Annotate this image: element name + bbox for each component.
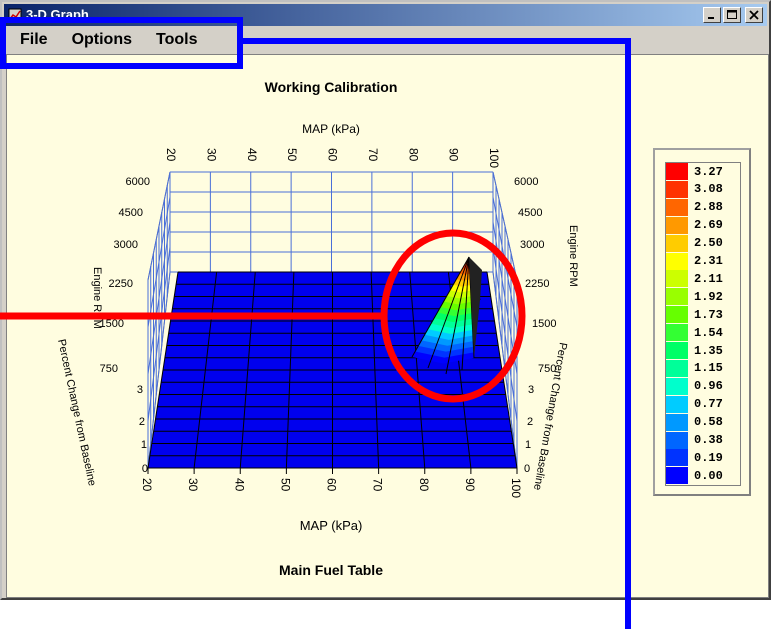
legend-swatch bbox=[666, 234, 688, 252]
legend-value: 1.15 bbox=[694, 361, 723, 376]
legend-value: 2.88 bbox=[694, 200, 723, 215]
legend-entry: 0.00 bbox=[666, 467, 740, 485]
graph-app-icon bbox=[8, 8, 22, 22]
legend-entry: 2.88 bbox=[666, 198, 740, 216]
minimize-icon bbox=[708, 17, 714, 19]
title-bar[interactable]: 3-D Graph bbox=[4, 4, 767, 26]
maximize-icon bbox=[727, 10, 737, 19]
legend-value: 1.73 bbox=[694, 307, 723, 322]
legend-value: 1.92 bbox=[694, 289, 723, 304]
legend-swatch bbox=[666, 163, 688, 180]
legend-swatch bbox=[666, 198, 688, 216]
menu-tools[interactable]: Tools bbox=[156, 31, 198, 48]
maximize-button[interactable] bbox=[723, 7, 741, 23]
legend-entry: 0.96 bbox=[666, 377, 740, 395]
legend-entry: 0.38 bbox=[666, 431, 740, 449]
legend-entry: 0.77 bbox=[666, 395, 740, 413]
legend-value: 2.11 bbox=[694, 271, 723, 286]
legend-swatch bbox=[666, 324, 688, 342]
legend-swatch bbox=[666, 288, 688, 306]
legend-value: 3.27 bbox=[694, 164, 723, 179]
legend-entry: 3.27 bbox=[666, 163, 740, 180]
legend-swatch bbox=[666, 342, 688, 359]
legend-entry: 1.35 bbox=[666, 342, 740, 359]
legend-value: 2.69 bbox=[694, 218, 723, 233]
legend-swatch bbox=[666, 180, 688, 198]
window-title: 3-D Graph bbox=[26, 7, 89, 22]
legend-value: 2.50 bbox=[694, 236, 723, 251]
legend-swatch bbox=[666, 252, 688, 270]
color-legend: 3.27 3.08 2.88 2.69 2.50 2.31 2.11 1.92 1.73 1.54… bbox=[653, 148, 751, 496]
legend-entry: 0.19 bbox=[666, 449, 740, 467]
legend-value: 0.58 bbox=[694, 415, 723, 430]
legend-entry: 1.54 bbox=[666, 324, 740, 342]
legend-value: 3.08 bbox=[694, 182, 723, 197]
legend-value: 2.31 bbox=[694, 254, 723, 268]
legend-swatch bbox=[666, 395, 688, 413]
legend-entry: 1.73 bbox=[666, 306, 740, 324]
legend-swatch bbox=[666, 306, 688, 324]
legend-swatch bbox=[666, 359, 688, 377]
legend-swatch bbox=[666, 413, 688, 431]
legend-value: 1.35 bbox=[694, 343, 723, 358]
legend-entry: 2.50 bbox=[666, 234, 740, 252]
legend-value: 0.77 bbox=[694, 397, 723, 412]
legend-swatch bbox=[666, 216, 688, 234]
legend-swatch bbox=[666, 449, 688, 467]
legend-swatch bbox=[666, 467, 688, 485]
legend-swatch bbox=[666, 431, 688, 449]
legend-entry: 2.31 bbox=[666, 252, 740, 270]
minimize-button[interactable] bbox=[703, 7, 721, 23]
legend-value: 0.96 bbox=[694, 379, 723, 394]
menu-file[interactable]: File bbox=[20, 31, 48, 48]
legend-entry: 2.69 bbox=[666, 216, 740, 234]
legend-swatch bbox=[666, 270, 688, 288]
close-button[interactable] bbox=[745, 7, 763, 23]
legend-entry: 3.08 bbox=[666, 180, 740, 198]
legend-value: 0.00 bbox=[694, 468, 723, 483]
close-icon bbox=[749, 10, 759, 20]
legend-entry: 2.11 bbox=[666, 270, 740, 288]
legend-scale: 3.27 3.08 2.88 2.69 2.50 2.31 2.11 1.92 1.73 1.54… bbox=[665, 162, 741, 486]
legend-value: 0.19 bbox=[694, 450, 723, 465]
legend-entry: 0.58 bbox=[666, 413, 740, 431]
menu-bar: File Options Tools bbox=[4, 28, 767, 52]
legend-swatch bbox=[666, 377, 688, 395]
legend-value: 1.54 bbox=[694, 325, 723, 340]
legend-entry: 1.92 bbox=[666, 288, 740, 306]
menu-options[interactable]: Options bbox=[71, 31, 132, 48]
legend-entry: 1.15 bbox=[666, 359, 740, 377]
legend-value: 0.38 bbox=[694, 433, 723, 447]
